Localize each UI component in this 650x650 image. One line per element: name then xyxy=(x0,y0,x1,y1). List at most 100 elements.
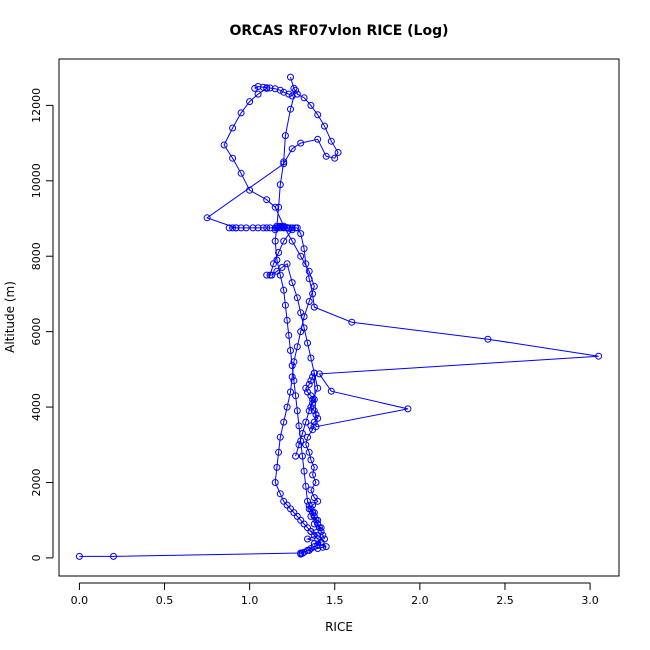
data-point xyxy=(203,214,211,222)
data-point xyxy=(300,94,308,102)
data-point xyxy=(271,479,279,486)
data-point xyxy=(327,387,335,395)
x-tick-label: 2.5 xyxy=(496,594,514,607)
data-point xyxy=(280,223,288,231)
data-point xyxy=(276,433,284,441)
data-point xyxy=(285,90,293,98)
y-tick-label: 12000 xyxy=(30,88,43,123)
series-line xyxy=(223,87,322,555)
y-tick-label: 8000 xyxy=(30,242,43,270)
data-point xyxy=(288,145,296,153)
series-1 xyxy=(220,84,325,558)
data-point xyxy=(249,224,257,232)
data-point xyxy=(288,92,296,100)
y-axis: 0 2000 4000 6000 8000 10000 12000 xyxy=(30,88,54,561)
data-point xyxy=(273,463,281,471)
data-point xyxy=(307,486,315,494)
data-point xyxy=(327,137,335,145)
x-tick-label: 3.0 xyxy=(581,594,599,607)
chart-title: ORCAS RF07vlon RICE (Log) xyxy=(229,23,448,39)
y-tick-label: 4000 xyxy=(30,393,43,421)
data-point xyxy=(229,154,237,162)
data-point xyxy=(302,418,310,426)
data-point xyxy=(110,552,117,560)
data-point xyxy=(254,224,262,232)
data-point xyxy=(254,90,262,98)
data-point xyxy=(307,456,315,464)
x-axis: 0.0 0.5 1.0 1.5 2.0 2.5 3.0 xyxy=(71,582,599,607)
x-axis-label: RICE xyxy=(325,620,353,634)
data-point xyxy=(237,169,245,177)
series-2 xyxy=(251,83,328,543)
data-point xyxy=(312,479,320,486)
data-point xyxy=(275,203,283,211)
data-point xyxy=(307,101,315,109)
data-point xyxy=(259,224,267,232)
data-point xyxy=(297,230,305,238)
data-point xyxy=(275,448,283,456)
x-tick-label: 2.0 xyxy=(411,594,429,607)
data-point xyxy=(290,358,298,366)
data-point xyxy=(75,552,83,560)
data-point xyxy=(307,505,315,513)
data-point xyxy=(273,224,281,232)
data-point xyxy=(285,224,293,232)
data-point xyxy=(281,301,289,309)
data-point xyxy=(321,535,328,543)
data-point xyxy=(310,463,318,471)
data-point xyxy=(280,237,288,245)
data-point xyxy=(304,339,311,347)
data-point xyxy=(314,135,322,143)
data-point xyxy=(266,84,274,92)
data-point xyxy=(317,528,325,535)
data-point xyxy=(314,111,322,119)
data-point xyxy=(263,271,271,279)
data-point xyxy=(302,441,310,449)
data-point xyxy=(312,516,320,524)
data-point xyxy=(305,407,313,415)
data-point xyxy=(310,543,318,551)
x-tick-label: 0.0 xyxy=(71,594,89,607)
data-point xyxy=(263,84,271,92)
data-point xyxy=(288,226,296,234)
data-point xyxy=(314,384,322,392)
data-point xyxy=(310,303,318,311)
data-point xyxy=(229,224,237,232)
data-point xyxy=(312,411,320,419)
data-point xyxy=(271,85,279,93)
data-point xyxy=(331,154,339,162)
data-point xyxy=(278,264,286,271)
data-point xyxy=(287,105,294,113)
data-point xyxy=(259,83,267,91)
data-point xyxy=(263,196,271,204)
data-point xyxy=(297,252,305,260)
data-point xyxy=(280,158,288,166)
data-point xyxy=(305,501,313,509)
data-point xyxy=(307,545,315,552)
series-line xyxy=(79,76,599,557)
y-tick-label: 0 xyxy=(30,554,43,561)
data-point xyxy=(271,237,279,245)
x-tick-label: 0.5 xyxy=(156,594,174,607)
data-point xyxy=(220,141,228,149)
data-point xyxy=(404,405,412,413)
data-point xyxy=(314,541,322,549)
data-point xyxy=(302,482,310,490)
data-point xyxy=(304,497,311,505)
data-point xyxy=(288,279,296,287)
data-point xyxy=(321,122,328,130)
data-point xyxy=(302,260,310,268)
data-point xyxy=(314,414,322,422)
series-line xyxy=(254,85,325,540)
data-point xyxy=(322,543,330,551)
data-point xyxy=(315,370,323,378)
data-point xyxy=(281,132,289,140)
data-point xyxy=(292,86,300,94)
data-point xyxy=(280,418,288,426)
data-point xyxy=(232,224,240,232)
data-point xyxy=(314,545,322,552)
data-point xyxy=(292,224,300,232)
data-point xyxy=(307,354,315,362)
data-point xyxy=(298,452,306,460)
